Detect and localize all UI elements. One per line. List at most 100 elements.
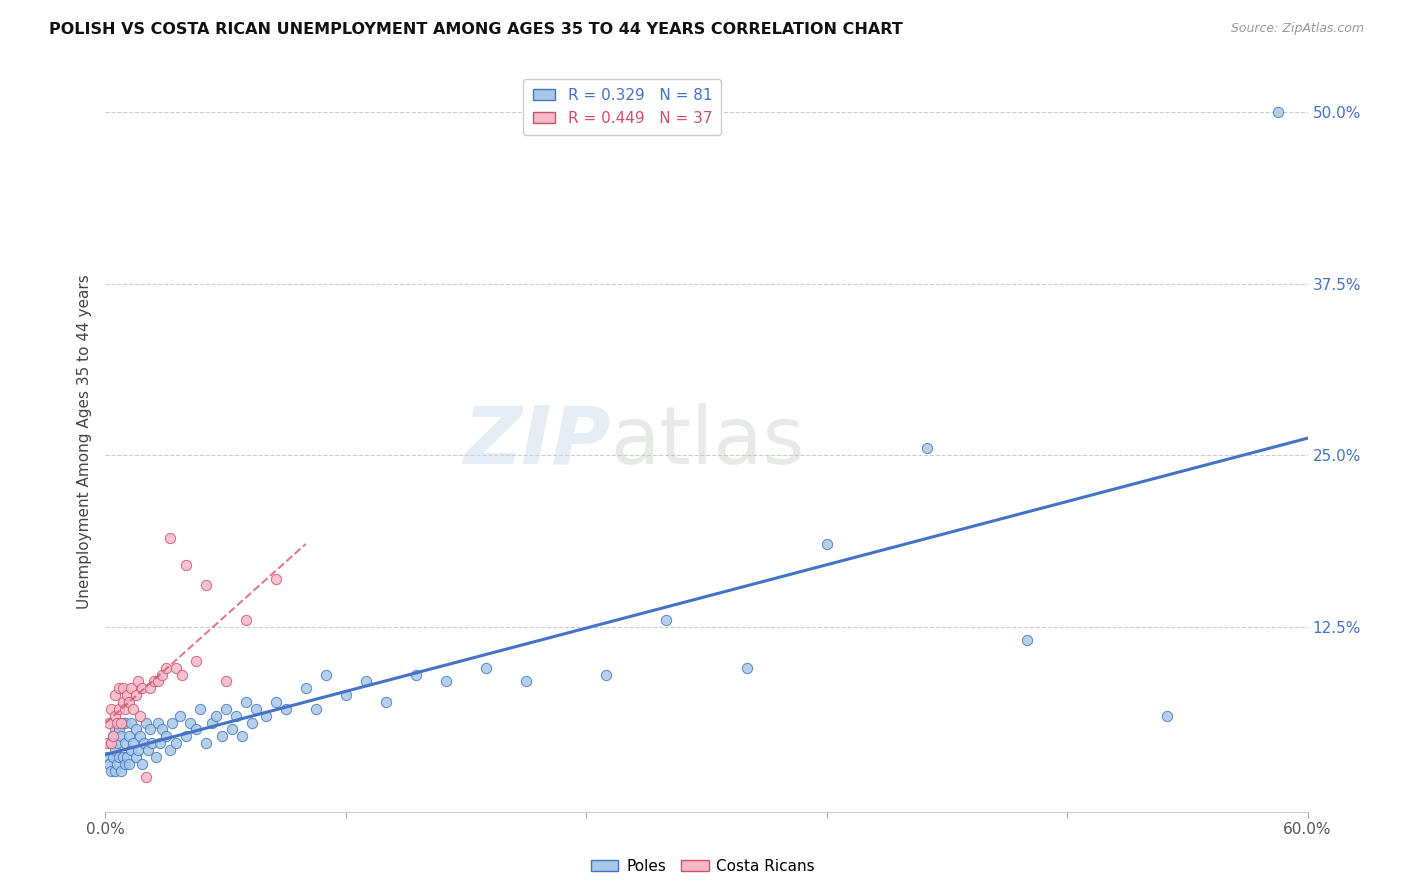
Point bbox=[112, 695, 135, 709]
Point bbox=[124, 723, 146, 737]
Point bbox=[915, 442, 938, 456]
Point bbox=[204, 708, 226, 723]
Point bbox=[170, 667, 193, 681]
Text: atlas: atlas bbox=[610, 402, 804, 481]
Point bbox=[100, 736, 122, 750]
Point bbox=[1017, 633, 1039, 648]
Legend: Poles, Costa Ricans: Poles, Costa Ricans bbox=[585, 853, 821, 880]
Point bbox=[117, 688, 139, 702]
Point bbox=[160, 715, 183, 730]
Point bbox=[221, 723, 243, 737]
Point bbox=[132, 736, 155, 750]
Point bbox=[214, 674, 236, 689]
Point bbox=[254, 708, 277, 723]
Point bbox=[107, 756, 129, 771]
Point bbox=[141, 736, 163, 750]
Point bbox=[112, 681, 135, 696]
Point bbox=[112, 715, 135, 730]
Point bbox=[235, 695, 257, 709]
Point bbox=[108, 681, 131, 696]
Point bbox=[128, 729, 150, 743]
Point bbox=[165, 736, 187, 750]
Point bbox=[131, 681, 153, 696]
Point bbox=[231, 729, 253, 743]
Point bbox=[184, 654, 207, 668]
Point bbox=[100, 764, 122, 778]
Point bbox=[118, 756, 141, 771]
Point bbox=[146, 674, 169, 689]
Point bbox=[655, 613, 678, 627]
Point bbox=[165, 661, 187, 675]
Legend: R = 0.329   N = 81, R = 0.449   N = 37: R = 0.329 N = 81, R = 0.449 N = 37 bbox=[523, 79, 721, 135]
Point bbox=[335, 688, 357, 702]
Point bbox=[128, 708, 150, 723]
Point bbox=[114, 736, 136, 750]
Point bbox=[184, 723, 207, 737]
Point bbox=[315, 667, 337, 681]
Point bbox=[194, 578, 217, 592]
Point bbox=[121, 743, 143, 757]
Point bbox=[104, 708, 127, 723]
Point bbox=[98, 756, 121, 771]
Point bbox=[405, 667, 427, 681]
Point bbox=[96, 750, 118, 764]
Point bbox=[110, 764, 132, 778]
Point bbox=[108, 723, 131, 737]
Point bbox=[235, 613, 257, 627]
Point bbox=[103, 729, 125, 743]
Point bbox=[122, 702, 145, 716]
Point bbox=[103, 729, 125, 743]
Point bbox=[108, 702, 131, 716]
Point bbox=[110, 715, 132, 730]
Point bbox=[179, 715, 201, 730]
Point bbox=[150, 667, 173, 681]
Point bbox=[815, 537, 838, 551]
Point bbox=[110, 729, 132, 743]
Point bbox=[131, 756, 153, 771]
Point bbox=[169, 708, 191, 723]
Point bbox=[136, 743, 159, 757]
Text: ZIP: ZIP bbox=[463, 402, 610, 481]
Point bbox=[225, 708, 247, 723]
Point bbox=[112, 750, 135, 764]
Point bbox=[155, 661, 177, 675]
Point bbox=[100, 736, 122, 750]
Point bbox=[121, 715, 143, 730]
Point bbox=[595, 667, 617, 681]
Point bbox=[138, 723, 160, 737]
Point bbox=[135, 715, 157, 730]
Point bbox=[211, 729, 233, 743]
Point bbox=[114, 756, 136, 771]
Point bbox=[245, 702, 267, 716]
Text: Source: ZipAtlas.com: Source: ZipAtlas.com bbox=[1230, 22, 1364, 36]
Point bbox=[142, 674, 165, 689]
Point bbox=[118, 729, 141, 743]
Point bbox=[117, 750, 139, 764]
Point bbox=[114, 702, 136, 716]
Point bbox=[148, 736, 170, 750]
Y-axis label: Unemployment Among Ages 35 to 44 years: Unemployment Among Ages 35 to 44 years bbox=[76, 274, 91, 609]
Text: POLISH VS COSTA RICAN UNEMPLOYMENT AMONG AGES 35 TO 44 YEARS CORRELATION CHART: POLISH VS COSTA RICAN UNEMPLOYMENT AMONG… bbox=[49, 22, 903, 37]
Point bbox=[155, 729, 177, 743]
Point bbox=[434, 674, 457, 689]
Point bbox=[135, 771, 157, 785]
Point bbox=[96, 736, 118, 750]
Point bbox=[138, 681, 160, 696]
Point bbox=[354, 674, 377, 689]
Point bbox=[146, 715, 169, 730]
Point bbox=[98, 715, 121, 730]
Point bbox=[124, 750, 146, 764]
Point bbox=[188, 702, 211, 716]
Point bbox=[174, 729, 197, 743]
Point bbox=[194, 736, 217, 750]
Point bbox=[1267, 105, 1289, 120]
Point bbox=[104, 723, 127, 737]
Point bbox=[127, 674, 149, 689]
Point bbox=[104, 764, 127, 778]
Point bbox=[108, 750, 131, 764]
Point bbox=[201, 715, 224, 730]
Point bbox=[374, 695, 398, 709]
Point bbox=[274, 702, 297, 716]
Point bbox=[295, 681, 318, 696]
Point bbox=[159, 743, 181, 757]
